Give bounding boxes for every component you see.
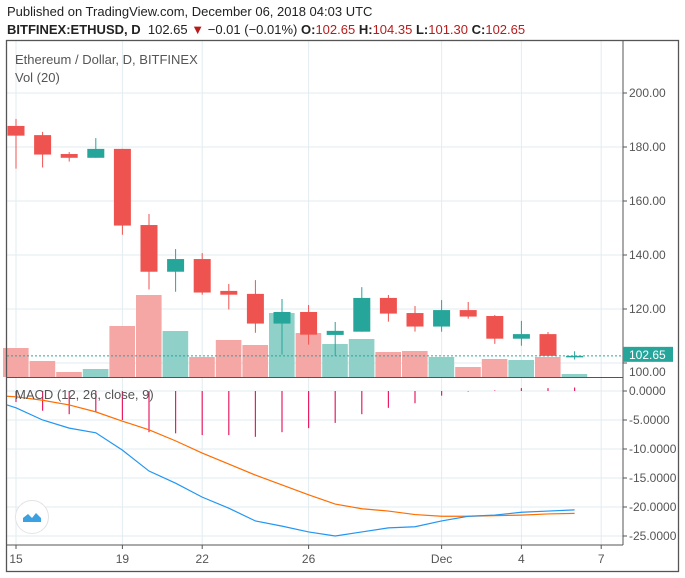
volume-bar [535,357,561,377]
candle-body [326,330,344,335]
last-price-tag [623,346,673,362]
candle-body [220,290,238,295]
volume-bar [136,295,162,377]
candle-body [539,334,557,356]
candle-body [87,148,105,158]
candle-body [7,125,25,136]
close-label: C: [471,22,486,37]
volume-bar [162,331,189,377]
chart-title: Ethereum / Dollar, D, BITFINEX [15,52,198,67]
low-value: 101.30 [428,22,468,37]
volume-bar [481,359,508,377]
volume-bar [189,357,215,377]
down-arrow-icon: ▼ [191,22,205,37]
candle-body [246,293,264,324]
candle-body [193,259,211,293]
signal-line [6,395,575,517]
time-axis-label: 22 [196,552,210,566]
candle-body [566,355,584,358]
price-axis-label: 160.00 [629,194,666,208]
published-line: Published on TradingView.com, December 0… [7,4,373,19]
volume-bar [348,339,375,377]
price-axis-label: 120.00 [629,302,666,316]
volume-bar [109,326,135,377]
candle-body [406,313,424,327]
candle-body [273,311,291,324]
macd-legend: MACD (12, 26, close, 9) [15,387,154,402]
volume-bar [82,369,109,377]
macd-axis-label: -5.0000 [629,413,670,427]
close-value: 102.65 [485,22,526,37]
time-axis-label: 4 [518,552,525,566]
volume-bar [402,351,428,377]
tradingview-logo-icon[interactable] [15,500,49,534]
candle-body [34,135,52,155]
last-price-tag-label: 102.65 [629,348,666,362]
macd-axis-label: 0.0000 [629,384,666,398]
macd-axis-label: -15.0000 [629,471,677,485]
candle-body [512,334,530,339]
low-label: L: [415,22,429,37]
candle-body [433,310,451,327]
volume-bar [215,340,242,377]
symbol-quote-line: BITFINEX:ETHUSD, D 102.65 ▼ −0.01 (−0.01… [7,22,525,37]
symbol: BITFINEX:ETHUSD, D [7,22,141,37]
macd-axis-label: -10.0000 [629,442,677,456]
last-price: 102.65 [147,22,188,37]
candle-body [300,311,318,335]
candle-body [459,310,477,317]
price-axis-label: 100.00 [629,365,666,379]
high-label: H: [358,22,373,37]
volume-bar [3,348,29,377]
candle-body [140,225,158,272]
time-axis-label: 7 [598,552,605,566]
volume-bar [561,374,588,377]
time-axis-label: Dec [431,552,452,566]
price-change: −0.01 (−0.01%) [207,22,298,37]
price-axis-label: 200.00 [629,86,666,100]
macd-line [6,404,575,537]
open-value: 102.65 [315,22,356,37]
candle-body [486,316,504,339]
volume-bar [508,360,534,377]
open-label: O: [301,22,316,37]
price-axis-label: 180.00 [629,140,666,154]
macd-axis-label: -20.0000 [629,500,677,514]
time-axis-label: 26 [302,552,316,566]
candle-body [167,259,185,272]
candle-body [113,148,131,226]
volume-bar [56,372,82,377]
time-axis-label: 19 [116,552,130,566]
candle-body [379,297,397,314]
macd-axis-label: -25.0000 [629,529,677,543]
outer-frame [5,39,680,573]
price-axis-label: 140.00 [629,248,666,262]
candle-body [353,297,371,332]
time-axis-label: 15 [9,552,23,566]
volume-bar [455,367,481,377]
candle-body [60,154,78,158]
volume-bar [29,361,56,377]
volume-bar [242,345,268,377]
volume-legend: Vol (20) [15,70,60,85]
volume-bar [428,357,455,377]
high-value: 104.35 [372,22,413,37]
